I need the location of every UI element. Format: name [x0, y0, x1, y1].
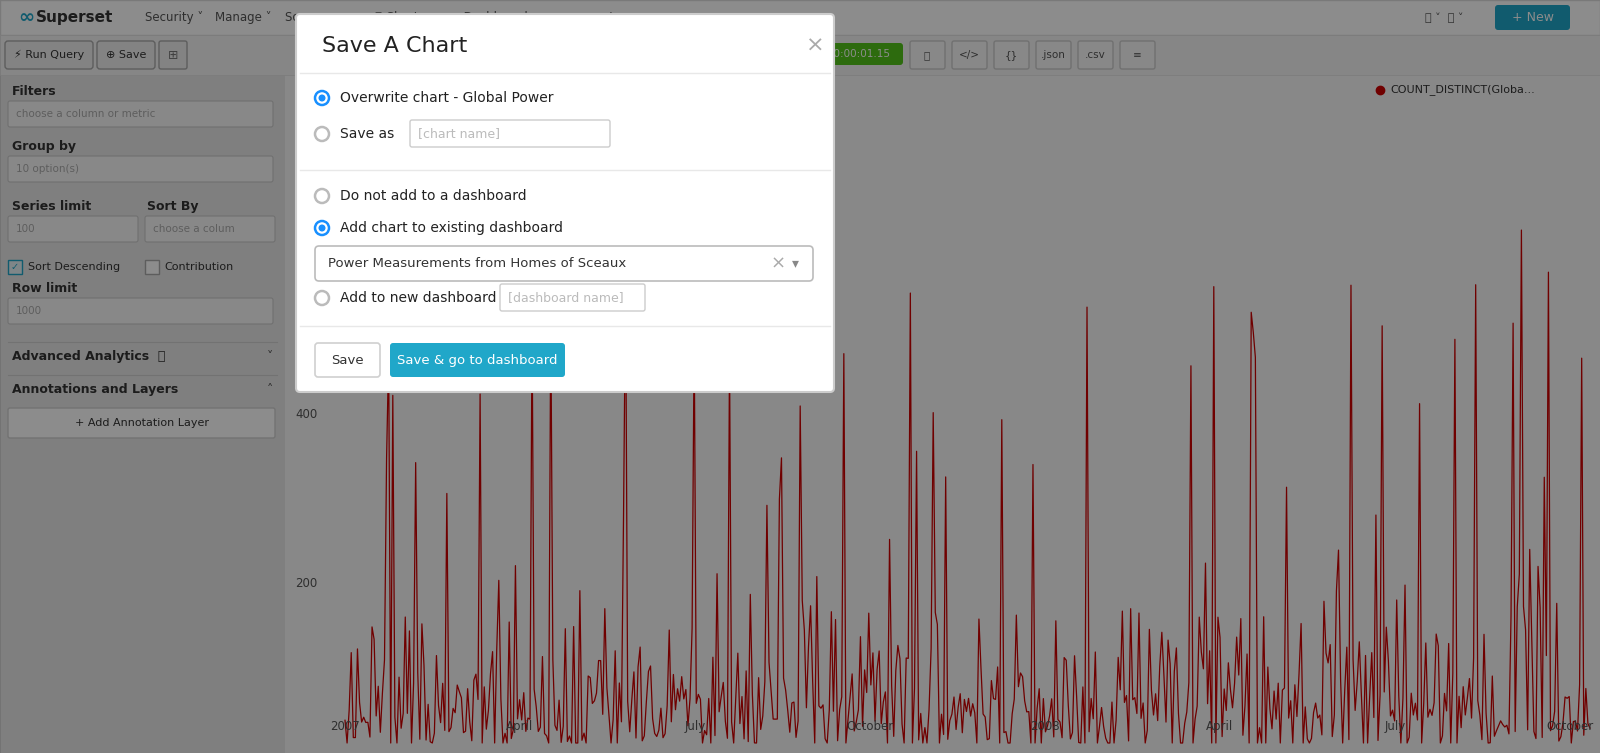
Text: 100: 100	[16, 224, 35, 234]
Bar	[0, 35, 285, 753]
Circle shape	[318, 224, 325, 231]
Text: ∞: ∞	[18, 8, 34, 27]
Text: Do not add to a dashboard: Do not add to a dashboard	[339, 189, 526, 203]
Circle shape	[315, 91, 330, 105]
Text: .json: .json	[1040, 50, 1066, 60]
Text: 1000: 1000	[16, 306, 42, 316]
FancyBboxPatch shape	[8, 216, 138, 242]
Text: COUNT_DISTINCT(Globa...: COUNT_DISTINCT(Globa...	[1390, 84, 1534, 96]
FancyBboxPatch shape	[8, 408, 275, 438]
Text: + Add Annotation Layer: + Add Annotation Layer	[75, 418, 210, 428]
Text: April: April	[1206, 720, 1234, 733]
Text: Save: Save	[331, 353, 363, 367]
Text: October: October	[1546, 720, 1594, 733]
Text: [chart name]: [chart name]	[418, 127, 499, 141]
Text: July: July	[1384, 720, 1406, 733]
Bar	[8, 260, 22, 274]
Text: choose a colum: choose a colum	[154, 224, 235, 234]
FancyBboxPatch shape	[814, 43, 902, 65]
Text: ≡: ≡	[1133, 50, 1141, 60]
Text: ≡ SQL Lab ...: ≡ SQL Lab ...	[555, 11, 632, 24]
Text: ✓: ✓	[11, 262, 19, 272]
Text: Save & go to dashboard: Save & go to dashboard	[397, 353, 557, 367]
FancyBboxPatch shape	[390, 343, 565, 377]
Circle shape	[315, 127, 330, 141]
Text: ⊞: ⊞	[168, 48, 178, 62]
Circle shape	[315, 189, 330, 203]
Bar	[146, 260, 158, 274]
Text: ▾: ▾	[792, 257, 798, 270]
Text: Save A Chart: Save A Chart	[322, 36, 467, 56]
Text: 🌐 ˅  👤 ˅: 🌐 ˅ 👤 ˅	[1426, 12, 1464, 23]
FancyBboxPatch shape	[315, 246, 813, 281]
Text: ˅: ˅	[267, 349, 274, 362]
Text: </>: </>	[958, 50, 979, 60]
Text: ×: ×	[771, 255, 786, 273]
FancyBboxPatch shape	[8, 101, 274, 127]
Text: 00:00:01.15: 00:00:01.15	[827, 49, 891, 59]
Text: Add chart to existing dashboard: Add chart to existing dashboard	[339, 221, 563, 235]
Text: ˄: ˄	[267, 383, 274, 395]
Text: Manage ˅: Manage ˅	[214, 11, 272, 24]
FancyBboxPatch shape	[410, 120, 610, 147]
Text: Security ˅: Security ˅	[146, 11, 203, 24]
Text: [dashboard name]: [dashboard name]	[509, 291, 624, 304]
Text: .csv: .csv	[1085, 50, 1106, 60]
Bar	[0, 35, 1600, 75]
Text: ×: ×	[806, 36, 824, 56]
Text: Filters: Filters	[13, 85, 56, 98]
Text: 2007: 2007	[330, 720, 360, 733]
Text: Annotations and Layers: Annotations and Layers	[13, 383, 178, 395]
Text: Advanced Analytics  ⓘ: Advanced Analytics ⓘ	[13, 349, 165, 362]
Text: {}: {}	[1005, 50, 1018, 60]
Text: ⊞ Dashboards: ⊞ Dashboards	[450, 11, 534, 24]
Text: October: October	[846, 720, 894, 733]
FancyBboxPatch shape	[910, 41, 946, 69]
FancyBboxPatch shape	[499, 284, 645, 311]
Text: Power Measurements from Homes of Sceaux: Power Measurements from Homes of Sceaux	[328, 257, 626, 270]
Bar	[285, 75, 1600, 753]
Text: Row limit: Row limit	[13, 282, 77, 295]
Circle shape	[315, 291, 330, 305]
Text: 𝄜 Charts: 𝄜 Charts	[374, 11, 424, 24]
FancyBboxPatch shape	[952, 41, 987, 69]
Text: 2008: 2008	[1030, 720, 1059, 733]
Text: ⊕ Save: ⊕ Save	[106, 50, 146, 60]
Circle shape	[315, 221, 330, 235]
FancyBboxPatch shape	[994, 41, 1029, 69]
Text: Add to new dashboard: Add to new dashboard	[339, 291, 496, 305]
Text: Contribution: Contribution	[165, 262, 234, 272]
FancyBboxPatch shape	[315, 343, 381, 377]
Text: Sort Descending: Sort Descending	[29, 262, 120, 272]
Text: Save as: Save as	[339, 127, 394, 141]
FancyBboxPatch shape	[146, 216, 275, 242]
Text: Series limit: Series limit	[13, 200, 91, 213]
Bar	[0, 0, 1600, 35]
FancyBboxPatch shape	[158, 41, 187, 69]
Text: 10 option(s): 10 option(s)	[16, 164, 78, 174]
Text: 200: 200	[294, 577, 317, 590]
Text: July: July	[685, 720, 706, 733]
Text: choose a column or metric: choose a column or metric	[16, 109, 155, 119]
Text: + New: + New	[1512, 11, 1554, 24]
FancyBboxPatch shape	[8, 298, 274, 324]
Text: ⚡ Run Query: ⚡ Run Query	[14, 50, 85, 60]
Circle shape	[318, 94, 325, 102]
Text: 400: 400	[294, 407, 317, 420]
FancyBboxPatch shape	[5, 41, 93, 69]
FancyBboxPatch shape	[1078, 41, 1114, 69]
FancyBboxPatch shape	[296, 14, 834, 392]
FancyBboxPatch shape	[1037, 41, 1070, 69]
Text: Superset: Superset	[35, 10, 114, 25]
Text: Overwrite chart - Global Power: Overwrite chart - Global Power	[339, 91, 554, 105]
Text: 🔗: 🔗	[923, 50, 930, 60]
FancyBboxPatch shape	[8, 156, 274, 182]
Text: Group by: Group by	[13, 140, 77, 153]
FancyBboxPatch shape	[1494, 5, 1570, 30]
FancyBboxPatch shape	[1120, 41, 1155, 69]
Text: Sort By: Sort By	[147, 200, 198, 213]
FancyBboxPatch shape	[98, 41, 155, 69]
Text: Sources ...: Sources ...	[285, 11, 347, 24]
Text: April: April	[506, 720, 534, 733]
